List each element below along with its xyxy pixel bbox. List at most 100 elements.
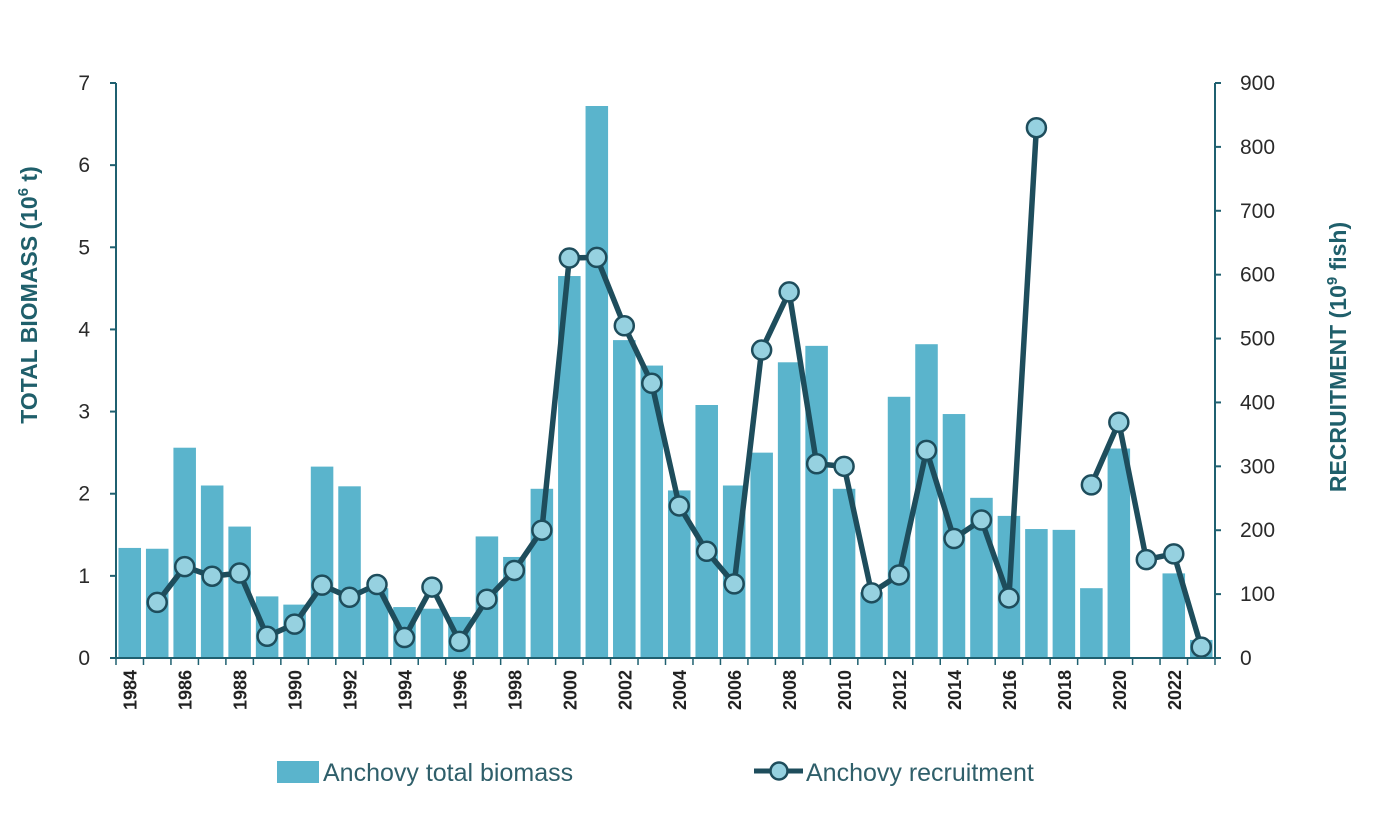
bar-2022 (1162, 573, 1186, 658)
x-tick-label-1992: 1992 (341, 670, 361, 710)
x-tick-label-1998: 1998 (505, 670, 525, 710)
recruitment-point-1994 (393, 626, 416, 649)
x-tick-label-2006: 2006 (725, 670, 745, 710)
recruitment-point-2000 (558, 247, 581, 269)
recruitment-point-1990 (283, 613, 306, 635)
right-tick-label-200: 200 (1240, 519, 1275, 542)
x-tick-label-2020: 2020 (1110, 670, 1130, 710)
recruitment-point-2006 (723, 573, 745, 595)
recruitment-point-1985 (146, 591, 168, 614)
recruitment-point-2020 (1108, 411, 1130, 433)
x-tick-label-1990: 1990 (286, 670, 306, 710)
recruitment-point-2014 (943, 527, 965, 550)
x-tick-label-1986: 1986 (176, 670, 196, 710)
legend-label-recruitment: Anchovy recruitment (806, 759, 1034, 787)
recruitment-point-2017 (1025, 116, 1048, 139)
x-tick-label-1994: 1994 (395, 670, 415, 710)
recruitment-point-2022 (1163, 543, 1185, 565)
recruitment-line-group (146, 116, 1213, 658)
bar-2018 (1052, 529, 1076, 658)
bar-1995 (420, 608, 444, 658)
x-tick-label-1996: 1996 (450, 670, 470, 710)
left-tick-label-0: 0 (78, 647, 90, 670)
bar-2012 (887, 396, 911, 658)
x-tick-label-2018: 2018 (1055, 670, 1075, 710)
x-tick-label-2012: 2012 (890, 670, 910, 710)
bar-2013 (915, 344, 938, 658)
bar-1984 (118, 547, 141, 658)
bar-2005 (695, 405, 718, 658)
legend-label-biomass: Anchovy total biomass (323, 759, 573, 787)
recruitment-point-1988 (228, 562, 251, 584)
bar-2007 (750, 452, 773, 658)
recruitment-point-2010 (833, 455, 855, 478)
biomass-bars (118, 106, 1213, 658)
bar-1998 (503, 556, 526, 658)
left-tick-label-4: 4 (78, 318, 90, 341)
bar-2010 (832, 488, 856, 658)
bar-2019 (1080, 588, 1103, 658)
recruitment-point-1995 (421, 576, 443, 598)
left-tick-label-5: 5 (78, 236, 90, 259)
legend-swatch-recruitment-marker (769, 761, 789, 781)
recruitment-point-1998 (503, 559, 526, 582)
bar-2009 (805, 345, 828, 658)
recruitment-point-1997 (476, 588, 498, 610)
right-tick-label-800: 800 (1240, 136, 1275, 159)
recruitment-point-1996 (448, 630, 471, 653)
bar-2020 (1107, 448, 1131, 658)
x-tick-label-2010: 2010 (835, 670, 855, 710)
x-tick-label-2022: 2022 (1165, 670, 1185, 710)
bar-1993 (365, 588, 389, 658)
right-tick-label-100: 100 (1240, 583, 1275, 606)
right-tick-label-600: 600 (1240, 264, 1275, 287)
bar-2004 (667, 490, 691, 658)
bar-2001 (585, 106, 609, 658)
right-tick-label-400: 400 (1240, 391, 1275, 414)
recruitment-point-1992 (338, 586, 361, 609)
recruitment-point-2012 (888, 564, 910, 586)
x-tick-label-2014: 2014 (945, 670, 965, 710)
x-tick-label-2000: 2000 (560, 670, 580, 710)
recruitment-point-1989 (256, 625, 278, 648)
bar-1991 (310, 466, 334, 658)
left-tick-label-1: 1 (78, 565, 90, 588)
bar-2008 (777, 362, 801, 658)
recruitment-point-2003 (641, 372, 663, 395)
bar-1986 (173, 447, 196, 658)
bar-2000 (558, 276, 581, 658)
recruitment-point-2016 (998, 587, 1020, 609)
recruitment-point-2021 (1135, 548, 1158, 571)
legend: Anchovy total biomass Anchovy recruitmen… (277, 759, 1034, 787)
x-tick-label-2004: 2004 (670, 670, 690, 710)
recruitment-point-1999 (531, 519, 553, 541)
recruitment-point-2011 (860, 582, 883, 604)
bar-2003 (640, 365, 664, 658)
right-axis-title: RECRUITMENT (109 fish) (1324, 222, 1351, 492)
right-tick-label-700: 700 (1240, 200, 1275, 223)
recruitment-point-2005 (695, 540, 718, 563)
bar-1988 (228, 526, 251, 658)
recruitment-point-2002 (613, 315, 636, 337)
recruitment-point-2009 (805, 453, 828, 475)
right-tick-label-300: 300 (1240, 455, 1275, 478)
bar-2011 (860, 592, 883, 658)
left-tick-label-2: 2 (78, 483, 90, 506)
right-tick-label-900: 900 (1240, 72, 1275, 95)
recruitment-point-1987 (201, 565, 223, 587)
x-tick-label-1984: 1984 (121, 670, 141, 710)
left-tick-label-3: 3 (78, 401, 90, 424)
bar-2002 (613, 340, 636, 658)
bar-2017 (1025, 529, 1048, 658)
recruitment-point-2004 (668, 495, 690, 517)
recruitment-point-2019 (1080, 474, 1103, 496)
recruitment-point-1993 (366, 573, 388, 596)
recruitment-point-2013 (915, 439, 938, 462)
left-tick-label-7: 7 (78, 72, 90, 95)
bar-1992 (338, 486, 361, 658)
left-tick-label-6: 6 (78, 154, 90, 177)
recruitment-point-2007 (750, 339, 773, 361)
recruitment-point-2023 (1190, 636, 1213, 658)
recruitment-point-1986 (173, 555, 196, 578)
axes: 0 1 2 3 4 5 6 7 0 100 200 300 400 500 600 700 800 900 1984… (78, 72, 1275, 710)
